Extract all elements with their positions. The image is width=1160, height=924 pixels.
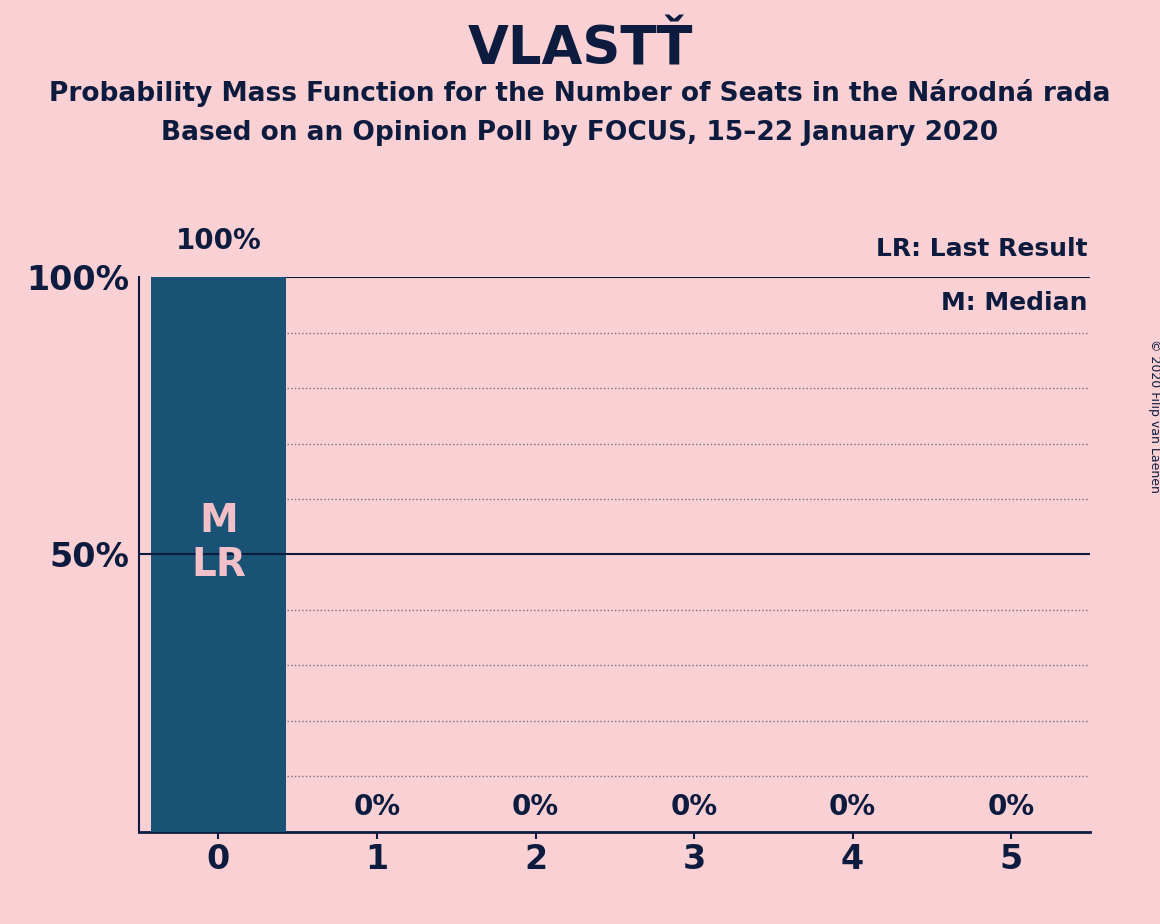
Text: 0%: 0%: [512, 793, 559, 821]
Text: 0%: 0%: [670, 793, 718, 821]
Text: VLASTŤ: VLASTŤ: [467, 23, 693, 75]
Text: 100%: 100%: [175, 227, 261, 255]
Text: M
LR: M LR: [191, 503, 246, 584]
Text: Based on an Opinion Poll by FOCUS, 15–22 January 2020: Based on an Opinion Poll by FOCUS, 15–22…: [161, 120, 999, 146]
Text: 0%: 0%: [354, 793, 400, 821]
Bar: [151, 277, 285, 832]
Text: © 2020 Filip van Laenen: © 2020 Filip van Laenen: [1147, 339, 1160, 492]
Text: 0%: 0%: [987, 793, 1035, 821]
Text: LR: Last Result: LR: Last Result: [876, 237, 1087, 261]
Text: M: Median: M: Median: [941, 291, 1087, 315]
Text: Probability Mass Function for the Number of Seats in the Národná rada: Probability Mass Function for the Number…: [49, 79, 1111, 106]
Text: 0%: 0%: [829, 793, 876, 821]
